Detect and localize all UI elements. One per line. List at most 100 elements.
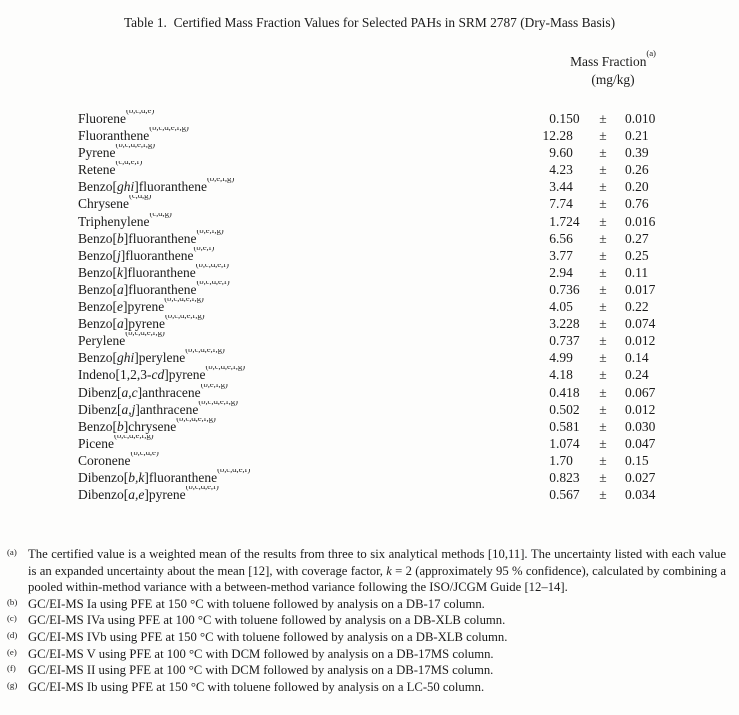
compound-name: Triphenylene(c,d,g) <box>0 213 516 230</box>
footnote-refs: (b,c,d,e,f) <box>185 486 219 492</box>
footnote-marker: (a) <box>7 547 17 557</box>
table-row: Benzo[ghi]fluoranthene(b,e,f,g) 3.44 ±0.20 <box>0 178 739 195</box>
footnote-text: GC/EI-MS Ia using PFE at 150 °C with tol… <box>28 596 485 611</box>
uncertainty-value: 0.074 <box>625 316 656 332</box>
compound-name: Fluoranthene(b,c,d,e,f,g) <box>0 127 516 144</box>
footnote: (a) The certified value is a weighted mea… <box>0 546 739 596</box>
footnote-marker: (e) <box>7 646 17 657</box>
mass-fraction-value-fraction: .28 <box>556 128 573 144</box>
table-row: Coronene(b,c,d,e) 1.70 ±0.15 <box>0 452 739 469</box>
table-row: Picene(b,c,d,e,f,g) 1.074 ±0.047 <box>0 435 739 452</box>
uncertainty-value: 0.39 <box>625 145 649 161</box>
footnote-text: GC/EI-MS II using PFE at 100 °C with DCM… <box>28 663 494 678</box>
footnote-refs: (c,d,e,f) <box>115 161 143 167</box>
footnote-refs: (c,d,g) <box>149 212 172 218</box>
footnote-refs: (b,c,d,e,f,g) <box>205 366 245 372</box>
compound-name: Dibenz[a,j]anthracene(b,c,d,e,f,g) <box>0 401 516 418</box>
compound-name: Indeno[1,2,3-cd]pyrene(b,c,d,e,f,g) <box>0 366 516 383</box>
footnote-refs: (b,c,d,e) <box>130 451 159 457</box>
table-row: Benzo[k]fluoranthene(b,c,d,e,f) 2.94 ±0.11 <box>0 264 739 281</box>
uncertainty-value: 0.017 <box>625 281 656 297</box>
footnote-refs: (b,e,f) <box>193 246 215 252</box>
mass-fraction-value: 3 <box>549 179 556 195</box>
mass-fraction-value-fraction: .736 <box>556 281 580 297</box>
compound-name: Retene(c,d,e,f) <box>0 161 516 178</box>
plus-minus-sign: ± <box>599 230 607 246</box>
uncertainty-value: 0.11 <box>625 264 649 280</box>
mass-fraction-value: 2 <box>549 264 556 280</box>
table-row: Benzo[a]pyrene(b,c,d,e,f,g) 3.228 ±0.074 <box>0 315 739 332</box>
mass-fraction-value: 1 <box>549 435 556 451</box>
mass-fraction-value: 3 <box>549 247 556 263</box>
mass-fraction-value: 0 <box>549 418 556 434</box>
plus-minus-sign: ± <box>599 247 607 263</box>
plus-minus-sign: ± <box>599 384 607 400</box>
footnote-refs: (b,c,d,e) <box>126 110 155 115</box>
footnote-text: GC/EI-MS Ib using PFE at 150 °C with tol… <box>28 679 485 694</box>
mass-fraction-value: 1 <box>549 452 556 468</box>
footnote-marker: (c) <box>7 613 17 624</box>
mass-fraction-value: 4 <box>549 299 556 315</box>
mass-fraction-value-fraction: .74 <box>556 196 573 212</box>
uncertainty-value: 0.016 <box>625 213 656 229</box>
table-row: Benzo[a]fluoranthene(b,c,d,e,f) 0.736 ±0.0… <box>0 281 739 298</box>
mass-fraction-value-fraction: .44 <box>556 179 573 195</box>
table-row: Fluoranthene(b,c,d,e,f,g) 12.28 ±0.21 <box>0 127 739 144</box>
uncertainty-value: 0.034 <box>625 487 656 503</box>
uncertainty-value: 0.14 <box>625 350 649 366</box>
mass-fraction-value: 3 <box>549 316 556 332</box>
footnote-refs: (b,c,d,e,f,g) <box>185 349 225 355</box>
footnote: (b) GC/EI-MS Ia using PFE at 150 °C with … <box>0 596 739 613</box>
mass-fraction-value-fraction: .60 <box>556 145 573 161</box>
table-row: Fluorene(b,c,d,e) 0.150 ±0.010 <box>0 110 739 127</box>
mass-fraction-value-fraction: .05 <box>556 299 573 315</box>
mass-fraction-value-fraction: .94 <box>556 264 573 280</box>
footnote-refs: (b,c,d,e,f) <box>217 468 251 474</box>
compound-name: Benzo[k]fluoranthene(b,c,d,e,f) <box>0 264 516 281</box>
table-row: Benzo[b]fluoranthene(b,e,f,g) 6.56 ±0.27 <box>0 230 739 247</box>
table-row: Dibenz[a,c]anthracene(b,e,f,g) 0.418 ±0.06… <box>0 384 739 401</box>
footnote-refs: (b,e,f,g) <box>200 383 228 389</box>
uncertainty-value: 0.21 <box>625 128 649 144</box>
table-row: Benzo[ghi]perylene(b,c,d,e,f,g) 4.99 ±0.14 <box>0 349 739 366</box>
mass-fraction-value-fraction: .581 <box>556 418 580 434</box>
table-row: Dibenz[a,j]anthracene(b,c,d,e,f,g) 0.502 ±… <box>0 401 739 418</box>
footnote-refs: (b,e,f,g) <box>206 178 235 184</box>
footnote-marker: (b) <box>7 596 18 607</box>
uncertainty-value: 0.012 <box>625 401 656 417</box>
mass-fraction-value-fraction: .724 <box>556 213 580 229</box>
mass-fraction-value: 0 <box>549 469 556 485</box>
mass-fraction-value: 4 <box>549 350 556 366</box>
plus-minus-sign: ± <box>599 213 607 229</box>
plus-minus-sign: ± <box>599 145 607 161</box>
mass-fraction-value: 0 <box>549 281 556 297</box>
compound-name: Pyrene(b,c,d,e,f,g) <box>0 144 516 161</box>
uncertainty-value: 0.24 <box>625 367 649 383</box>
uncertainty-value: 0.15 <box>625 452 649 468</box>
uncertainty-value: 0.27 <box>625 230 649 246</box>
uncertainty-value: 0.047 <box>625 435 656 451</box>
plus-minus-sign: ± <box>599 128 607 144</box>
compound-name: Dibenzo[b,k]fluoranthene(b,c,d,e,f) <box>0 469 516 486</box>
table-row: Triphenylene(c,d,g) 1.724 ±0.016 <box>0 213 739 230</box>
mass-fraction-value-fraction: .737 <box>556 333 580 349</box>
footnote-refs: (b,c,d,e,f) <box>196 280 230 286</box>
plus-minus-sign: ± <box>599 469 607 485</box>
uncertainty-value: 0.25 <box>625 247 649 263</box>
compound-name: Benzo[ghi]perylene(b,c,d,e,f,g) <box>0 349 516 366</box>
footnote: (e) GC/EI-MS V using PFE at 100 °C with D… <box>0 646 739 663</box>
footnotes: (a) The certified value is a weighted mea… <box>0 546 739 695</box>
footnote-marker: (d) <box>7 629 18 640</box>
compound-name: Benzo[ghi]fluoranthene(b,e,f,g) <box>0 178 516 195</box>
mass-fraction-value-fraction: .228 <box>556 316 580 332</box>
compound-name: Coronene(b,c,d,e) <box>0 452 516 469</box>
plus-minus-sign: ± <box>599 401 607 417</box>
table-row: Indeno[1,2,3-cd]pyrene(b,c,d,e,f,g) 4.18 ±… <box>0 366 739 383</box>
plus-minus-sign: ± <box>599 111 607 126</box>
footnote-text: The certified value is a weighted mean o… <box>28 547 726 595</box>
compound-name: Benzo[b]chrysene(b,c,d,e,f,g) <box>0 418 516 435</box>
uncertainty-value: 0.76 <box>625 196 649 212</box>
footnote: (d) GC/EI-MS IVb using PFE at 150 °C with… <box>0 629 739 646</box>
compound-name: Fluorene(b,c,d,e) <box>0 110 516 127</box>
